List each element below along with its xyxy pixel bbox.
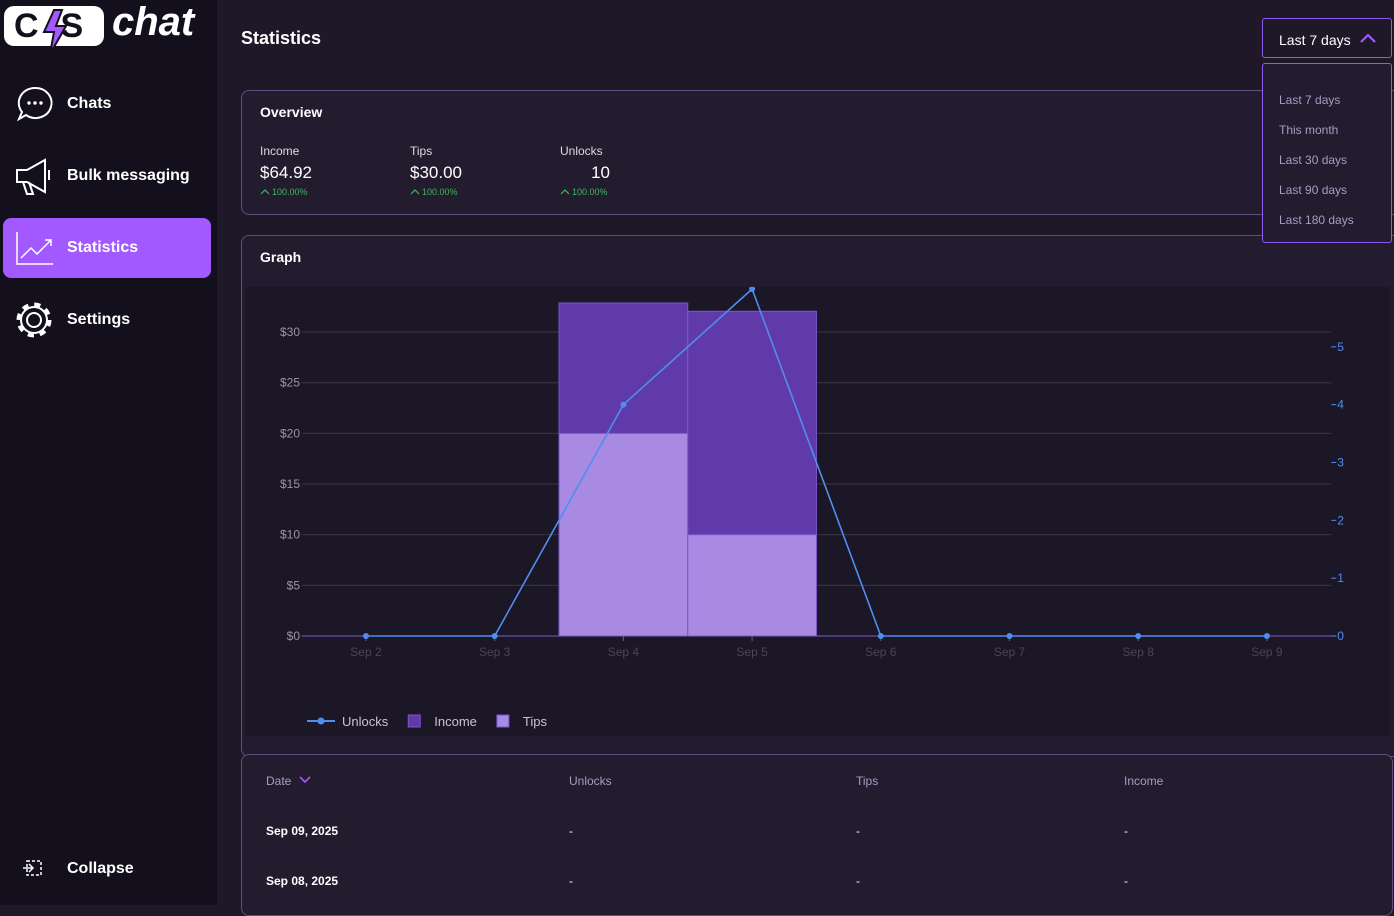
stat-value: $30.00: [410, 163, 462, 182]
x-tick-label: Sep 9: [1251, 645, 1283, 659]
line: [365, 287, 1267, 637]
legend-label: Unlocks: [342, 714, 389, 729]
table-header[interactable]: Date: [266, 774, 292, 788]
up-arrow: [260, 189, 270, 195]
range-menu: Last 7 days This month Last 30 days Last 90…: [1262, 63, 1392, 243]
y-tick-label: $15: [280, 477, 300, 491]
table-cell: -: [569, 824, 573, 838]
point: [491, 633, 498, 639]
x-tick-label: Sep 8: [1123, 645, 1155, 659]
legend-swatch: [407, 714, 421, 728]
point: [1006, 633, 1013, 639]
y2-tick-label: 2: [1337, 513, 1344, 527]
menu-item[interactable]: Last 90 days: [1279, 183, 1348, 197]
legend-label: Income: [434, 714, 477, 729]
y-tick-label: $20: [280, 426, 300, 440]
table-cell: Sep 08, 2025: [266, 874, 339, 888]
y2-tick-label: 5: [1337, 340, 1344, 354]
stat-value: $64.92: [260, 163, 312, 182]
menu-item[interactable]: Last 7 days: [1279, 93, 1341, 107]
logo-mark: CS: [4, 6, 104, 55]
x-tick-label: Sep 6: [865, 645, 897, 659]
menu-item[interactable]: Last 180 days: [1279, 213, 1354, 227]
overview-card: Overview Income $64.92 100.00% Tips $30.00 10…: [241, 90, 1394, 215]
stat-label: Unlocks: [560, 144, 603, 158]
point: [877, 633, 884, 639]
stat-change: 100.00%: [572, 187, 608, 197]
y-tick-label: $30: [280, 325, 300, 339]
nav-label: Statistics: [67, 239, 139, 256]
table-cell: -: [1124, 874, 1128, 888]
legend-swatch: [496, 714, 510, 728]
range-label: Last 7 days: [1279, 32, 1351, 48]
icon: [16, 86, 53, 122]
point: [1135, 633, 1142, 639]
menu-item[interactable]: Last 30 days: [1279, 153, 1348, 167]
nav-label: Collapse: [67, 860, 134, 877]
sort-icon[interactable]: [298, 775, 312, 785]
y2-tick-label: 0: [1337, 629, 1344, 643]
page-title: Statistics: [241, 28, 322, 48]
x-tick-label: Sep 3: [479, 645, 511, 659]
icon: [23, 860, 42, 876]
y2-tick-label: 3: [1337, 456, 1344, 470]
range-button[interactable]: Last 7 days: [1262, 18, 1392, 58]
legend-label: Tips: [523, 714, 548, 729]
x-tick-label: Sep 4: [608, 645, 640, 659]
sidebar: CS chat Chats Bulk messaging Statistics …: [0, 0, 217, 905]
stat-change: 100.00%: [272, 187, 308, 197]
stat-label: Tips: [410, 144, 433, 158]
point: [362, 633, 369, 639]
nav-label: Chats: [67, 95, 112, 112]
x-tick-label: Sep 7: [994, 645, 1026, 659]
nav-statistics[interactable]: Statistics: [3, 218, 211, 278]
table-cell: -: [856, 824, 860, 838]
stat-label: Income: [260, 144, 300, 158]
nav-chats[interactable]: Chats: [3, 74, 211, 134]
stat-value: 10: [591, 163, 610, 182]
menu-item[interactable]: This month: [1279, 123, 1339, 137]
table-header: Tips: [856, 774, 879, 788]
table-cell: -: [1124, 824, 1128, 838]
table-header: Income: [1124, 774, 1164, 788]
nav-label: Bulk messaging: [67, 167, 190, 184]
nav-bulk[interactable]: Bulk messaging: [3, 146, 211, 206]
icon: [16, 232, 53, 265]
point: [749, 287, 756, 292]
y2-tick-label: 4: [1337, 398, 1344, 412]
icon: [16, 158, 50, 195]
y-tick-label: $10: [280, 528, 300, 542]
point: [620, 401, 627, 408]
table-header: Unlocks: [569, 774, 612, 788]
icon: [16, 302, 52, 338]
legend-swatch: [317, 717, 325, 725]
chevron: [1360, 33, 1376, 43]
chart: $0 $5 $10 $15 $20 $25 $30 0 1 2 3 4 5 Sep 2 Sep 3 Sep 4…: [245, 287, 1390, 736]
y-tick-label: $25: [280, 376, 300, 390]
collapse[interactable]: Collapse: [3, 839, 211, 899]
up-arrow: [560, 189, 570, 195]
card-title: Overview: [260, 104, 323, 120]
card-title: Graph: [260, 249, 302, 265]
table-cell: -: [569, 874, 573, 888]
x-tick-label: Sep 2: [350, 645, 382, 659]
bar: [687, 534, 817, 637]
table-cell: -: [856, 874, 860, 888]
y2-tick-label: 1: [1337, 571, 1344, 585]
nav-settings[interactable]: Settings: [3, 290, 211, 350]
y-tick-label: $0: [287, 629, 301, 643]
x-tick-label: Sep 5: [736, 645, 768, 659]
stat-change: 100.00%: [422, 187, 458, 197]
bolt: [42, 9, 68, 55]
nav-label: Settings: [67, 311, 131, 328]
bar: [558, 432, 689, 637]
logo-name: chat: [112, 0, 195, 44]
table-cell: Sep 09, 2025: [266, 824, 339, 838]
point: [1263, 633, 1270, 639]
table-card: Date Unlocks Tips Income Sep 09, 2025 - - - Sep …: [241, 754, 1393, 916]
up-arrow: [410, 189, 420, 195]
y-tick-label: $5: [287, 578, 301, 592]
